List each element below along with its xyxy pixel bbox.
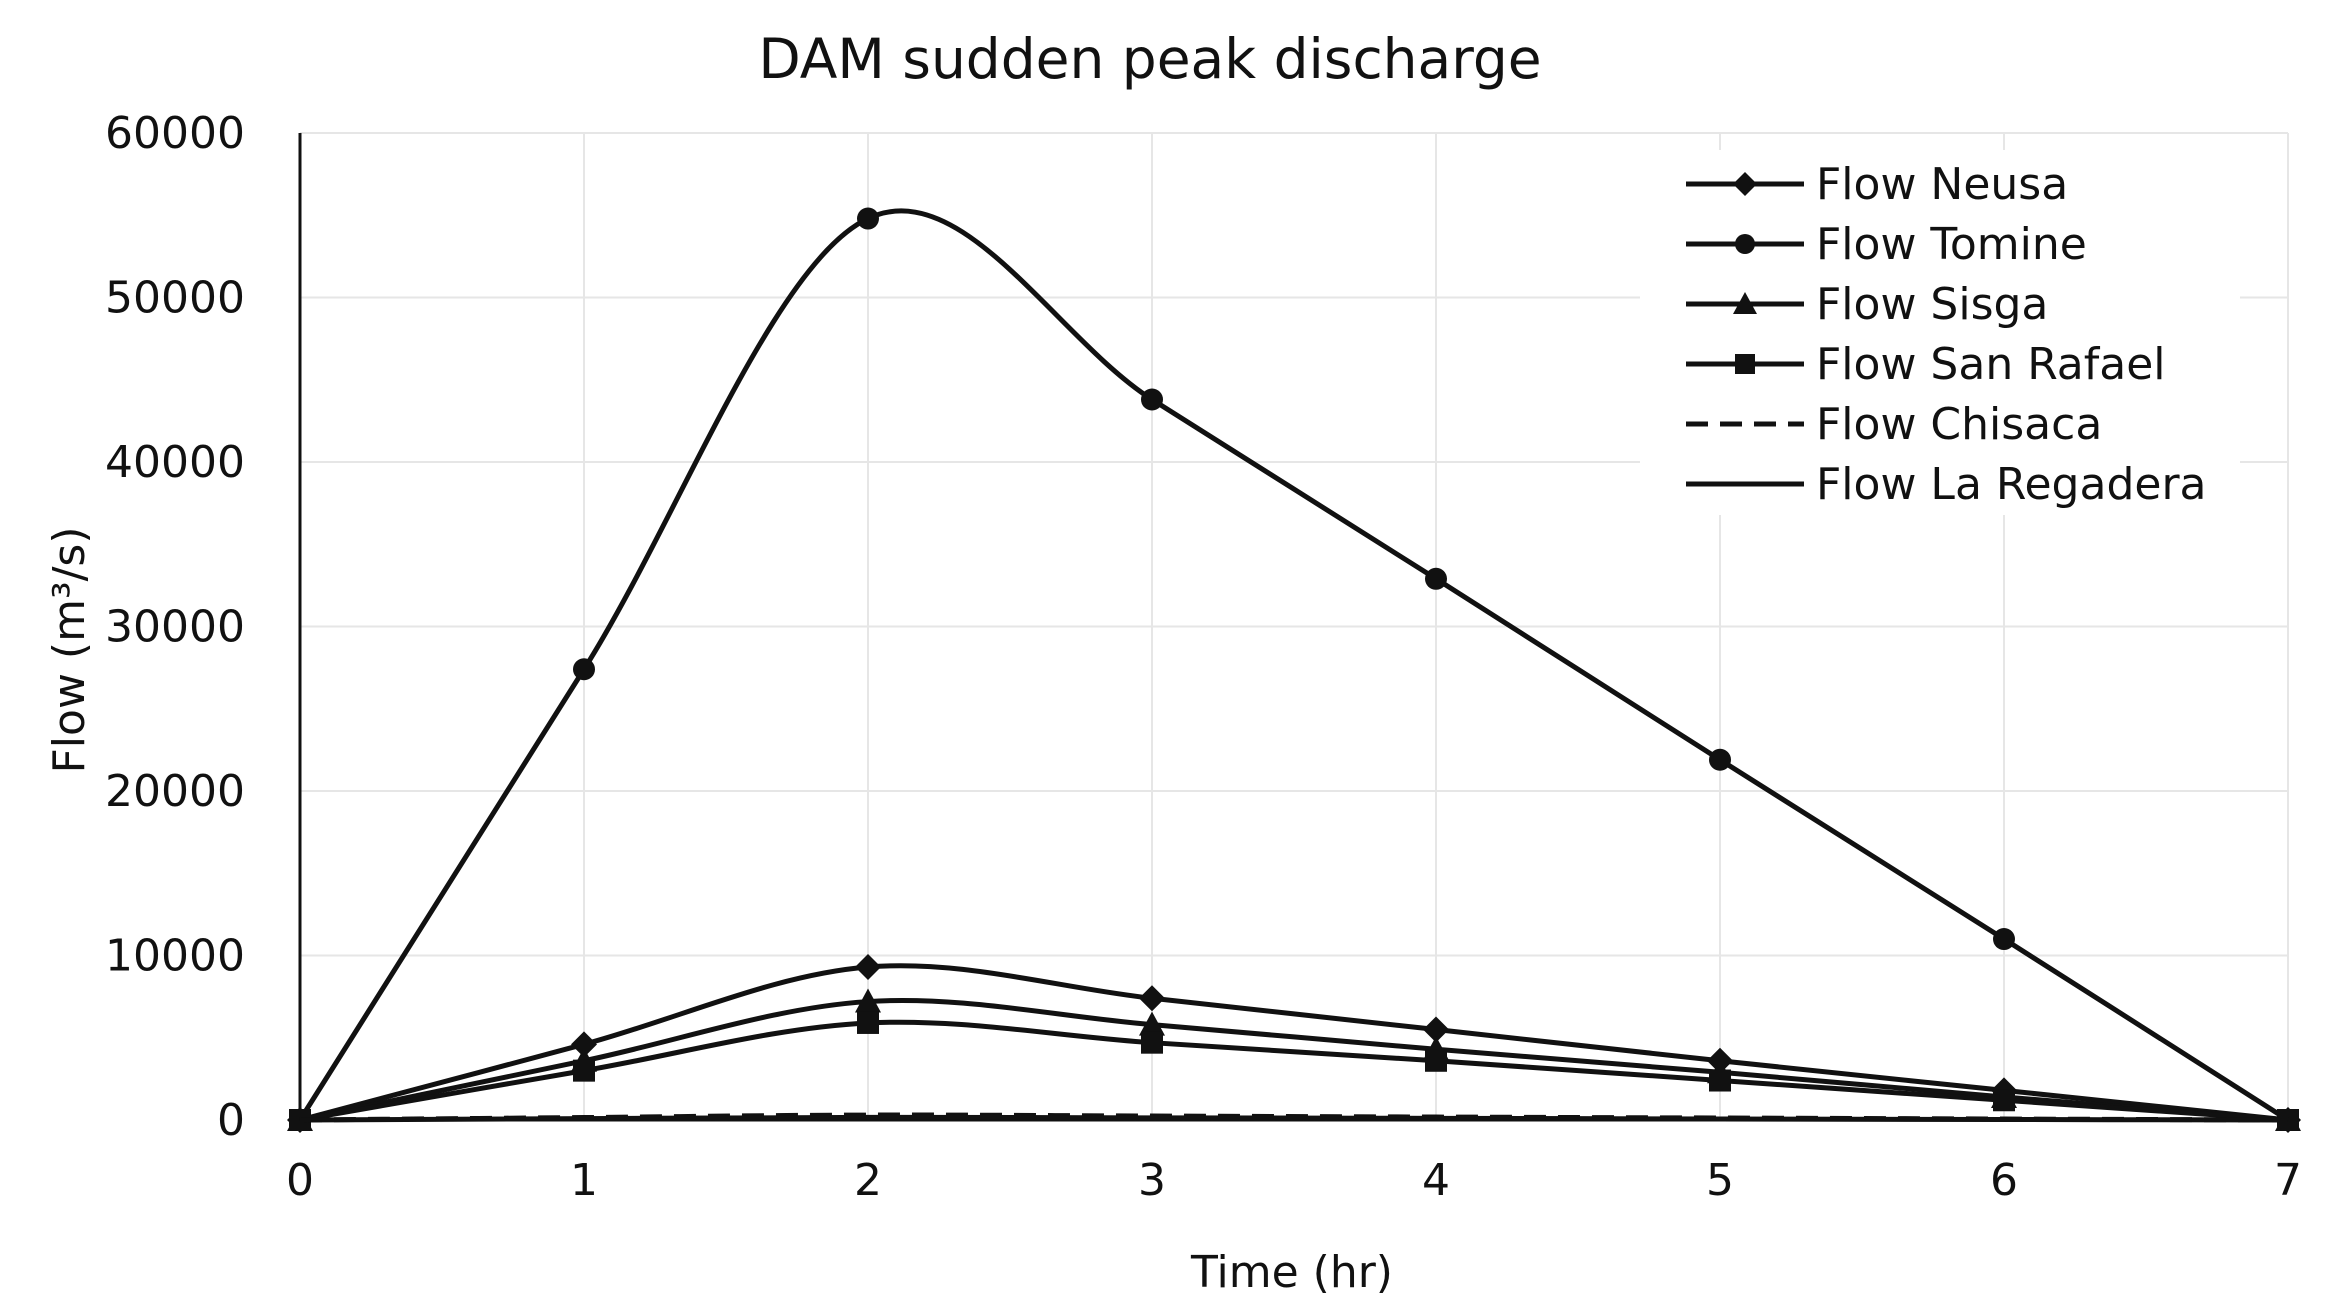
legend-label-flow-sisga: Flow Sisga [1816,279,2048,330]
legend-marker-flow-san-rafael [1735,354,1755,374]
legend-marker-flow-neusa [1733,172,1757,196]
y-tick-label: 60000 [105,108,245,159]
series-flow-san-rafael [289,1011,2299,1131]
data-point-flow-neusa [1139,985,1165,1012]
x-tick-label: 1 [570,1155,598,1206]
data-point-flow-sisga [855,988,881,1013]
y-tick-label: 10000 [105,931,245,982]
data-point-flow-neusa [1423,1016,1449,1043]
legend-label-flow-la-regadera: Flow La Regadera [1816,459,2207,510]
data-point-flow-neusa [571,1031,597,1058]
data-point-flow-san-rafael [1993,1089,2015,1112]
legend: Flow Neusa Flow Tomine Flow Sisga Flow San … [1640,150,2240,515]
legend-label-flow-neusa: Flow Neusa [1816,159,2068,210]
y-tick-label: 50000 [105,273,245,324]
series-group [287,207,2301,1133]
data-point-flow-tomine [1709,748,1731,771]
data-point-flow-tomine [1141,388,1163,411]
legend-label-flow-tomine: Flow Tomine [1816,219,2087,270]
x-axis-title: Time (hr) [1190,1247,1393,1298]
series-flow-la-regadera [299,1114,2289,1123]
x-tick-label: 4 [1422,1155,1450,1206]
data-point-flow-tomine [1425,567,1447,590]
y-tick-label: 20000 [105,766,245,817]
legend-label-flow-san-rafael: Flow San Rafael [1816,339,2166,390]
x-tick-label: 3 [1138,1155,1166,1206]
series-line-flow-sisga [299,997,2289,1123]
data-point-flow-tomine [573,658,595,681]
data-point-flow-san-rafael [857,1011,879,1034]
data-point-flow-san-rafael [1425,1049,1447,1072]
data-point-flow-tomine [857,207,879,230]
series-line-flow-neusa [299,963,2289,1123]
legend-label-flow-chisaca: Flow Chisaca [1816,399,2102,450]
data-point-flow-tomine [1993,928,2015,951]
data-point-flow-san-rafael [1141,1031,1163,1054]
series-line-flow-san-rafael [299,1019,2289,1123]
x-tick-label: 2 [854,1155,882,1206]
legend-marker-flow-tomine [1735,234,1755,254]
legend-marker-flow-sisga [1733,292,1757,314]
data-point-flow-neusa [855,954,881,981]
data-point-flow-san-rafael [573,1059,595,1082]
y-tick-label: 30000 [105,602,245,653]
series-line-flow-la-regadera [299,1114,2289,1123]
y-tick-label: 0 [217,1095,245,1146]
x-tick-label: 6 [1990,1155,2018,1206]
x-tick-label: 7 [2274,1155,2302,1206]
tick-labels: 0 10000 20000 30000 40000 50000 60000 0 1 2 3 4 5 6 7 [105,108,2302,1206]
chart-title: DAM sudden peak discharge [758,27,1541,91]
y-axis-title: Flow (m³/s) [44,526,95,773]
x-tick-label: 5 [1706,1155,1734,1206]
data-point-flow-sisga [1139,1011,1165,1036]
data-point-flow-san-rafael [1709,1069,1731,1092]
y-tick-label: 40000 [105,437,245,488]
legend-box [1640,150,2240,515]
x-tick-label: 0 [286,1155,314,1206]
